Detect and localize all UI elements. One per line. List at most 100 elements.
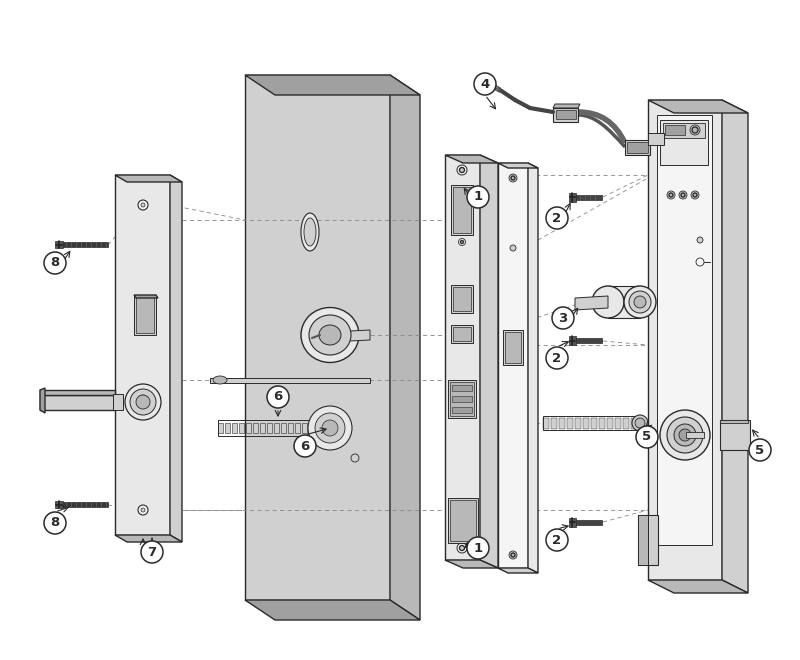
- Text: 3: 3: [558, 312, 568, 325]
- Polygon shape: [553, 108, 578, 122]
- Polygon shape: [115, 535, 182, 542]
- Bar: [686, 432, 704, 438]
- Bar: [631, 418, 637, 429]
- Ellipse shape: [592, 286, 624, 318]
- Bar: [452, 396, 472, 402]
- Bar: [551, 418, 557, 429]
- Bar: [569, 518, 576, 527]
- Ellipse shape: [301, 308, 359, 362]
- Circle shape: [696, 258, 704, 266]
- Bar: [58, 242, 108, 247]
- Bar: [599, 418, 605, 429]
- Polygon shape: [445, 560, 498, 568]
- Circle shape: [133, 390, 153, 410]
- Circle shape: [322, 420, 338, 436]
- Polygon shape: [267, 423, 272, 433]
- Circle shape: [679, 191, 687, 199]
- Bar: [591, 418, 597, 429]
- Bar: [572, 338, 602, 343]
- Circle shape: [457, 165, 467, 175]
- Bar: [575, 418, 581, 429]
- Circle shape: [141, 541, 163, 563]
- Circle shape: [138, 505, 148, 515]
- Circle shape: [693, 193, 697, 197]
- Circle shape: [138, 200, 148, 210]
- Ellipse shape: [304, 218, 316, 246]
- Circle shape: [294, 435, 316, 457]
- Circle shape: [669, 193, 673, 197]
- Circle shape: [459, 546, 465, 550]
- Polygon shape: [638, 515, 648, 565]
- Polygon shape: [288, 423, 293, 433]
- Polygon shape: [40, 388, 45, 413]
- Polygon shape: [245, 75, 390, 600]
- Text: 8: 8: [50, 257, 60, 269]
- Circle shape: [679, 429, 691, 441]
- Circle shape: [660, 410, 710, 460]
- Bar: [448, 380, 476, 418]
- Bar: [639, 418, 645, 429]
- Bar: [657, 115, 712, 545]
- Circle shape: [546, 207, 568, 229]
- Circle shape: [461, 240, 463, 244]
- Bar: [134, 295, 156, 335]
- Ellipse shape: [319, 325, 341, 345]
- Bar: [572, 195, 602, 200]
- Circle shape: [674, 424, 696, 446]
- Ellipse shape: [635, 418, 645, 428]
- Circle shape: [511, 176, 515, 180]
- Text: 4: 4: [480, 77, 490, 90]
- Bar: [450, 382, 474, 416]
- Text: 5: 5: [755, 444, 765, 457]
- Bar: [55, 501, 63, 508]
- Circle shape: [474, 73, 496, 95]
- Polygon shape: [245, 600, 420, 620]
- Bar: [451, 325, 473, 343]
- Circle shape: [125, 384, 161, 420]
- Bar: [559, 418, 565, 429]
- Circle shape: [136, 395, 150, 409]
- Bar: [448, 498, 478, 543]
- Circle shape: [459, 168, 465, 172]
- Bar: [648, 133, 664, 145]
- Text: 1: 1: [474, 191, 482, 203]
- Ellipse shape: [624, 286, 656, 318]
- Polygon shape: [218, 423, 223, 433]
- Circle shape: [129, 386, 157, 414]
- Polygon shape: [608, 286, 640, 318]
- Bar: [660, 120, 708, 165]
- Ellipse shape: [634, 296, 646, 308]
- Bar: [623, 418, 629, 429]
- Bar: [720, 420, 750, 450]
- Bar: [607, 418, 613, 429]
- Bar: [615, 418, 621, 429]
- Ellipse shape: [213, 376, 227, 384]
- Circle shape: [636, 426, 658, 448]
- Polygon shape: [40, 395, 115, 410]
- Bar: [452, 385, 472, 391]
- Polygon shape: [625, 140, 650, 155]
- Bar: [451, 185, 473, 235]
- Bar: [583, 418, 589, 429]
- Polygon shape: [281, 423, 286, 433]
- Bar: [503, 330, 523, 365]
- Polygon shape: [245, 75, 420, 95]
- Polygon shape: [445, 155, 480, 560]
- Circle shape: [267, 386, 289, 408]
- Bar: [136, 297, 154, 333]
- Polygon shape: [170, 175, 182, 542]
- Bar: [58, 502, 108, 507]
- Polygon shape: [253, 423, 258, 433]
- Circle shape: [697, 237, 703, 243]
- Circle shape: [511, 553, 515, 557]
- Polygon shape: [225, 423, 230, 433]
- Bar: [665, 125, 685, 135]
- Circle shape: [458, 238, 466, 246]
- Bar: [569, 193, 576, 202]
- Bar: [453, 287, 471, 311]
- Polygon shape: [309, 423, 314, 433]
- Circle shape: [44, 512, 66, 534]
- Text: 6: 6: [300, 440, 310, 453]
- Circle shape: [467, 186, 489, 208]
- Polygon shape: [210, 378, 370, 383]
